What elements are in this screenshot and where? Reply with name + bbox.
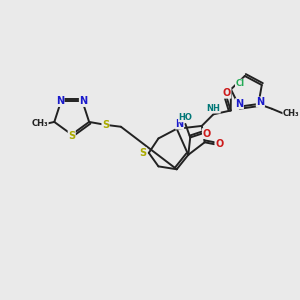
Text: N: N xyxy=(235,99,243,109)
Text: S: S xyxy=(68,130,75,140)
Text: N: N xyxy=(176,119,184,129)
Text: Cl: Cl xyxy=(236,79,244,88)
Text: NH: NH xyxy=(206,104,220,113)
Text: O: O xyxy=(223,88,231,98)
Text: N: N xyxy=(56,97,64,106)
Text: CH₃: CH₃ xyxy=(32,119,48,128)
Text: S: S xyxy=(102,120,109,130)
Text: CH₃: CH₃ xyxy=(283,109,299,118)
Text: O: O xyxy=(202,129,211,139)
Text: N: N xyxy=(80,97,88,106)
Text: S: S xyxy=(140,148,147,158)
Text: N: N xyxy=(256,97,264,107)
Text: O: O xyxy=(215,139,223,149)
Text: HO: HO xyxy=(178,113,192,122)
